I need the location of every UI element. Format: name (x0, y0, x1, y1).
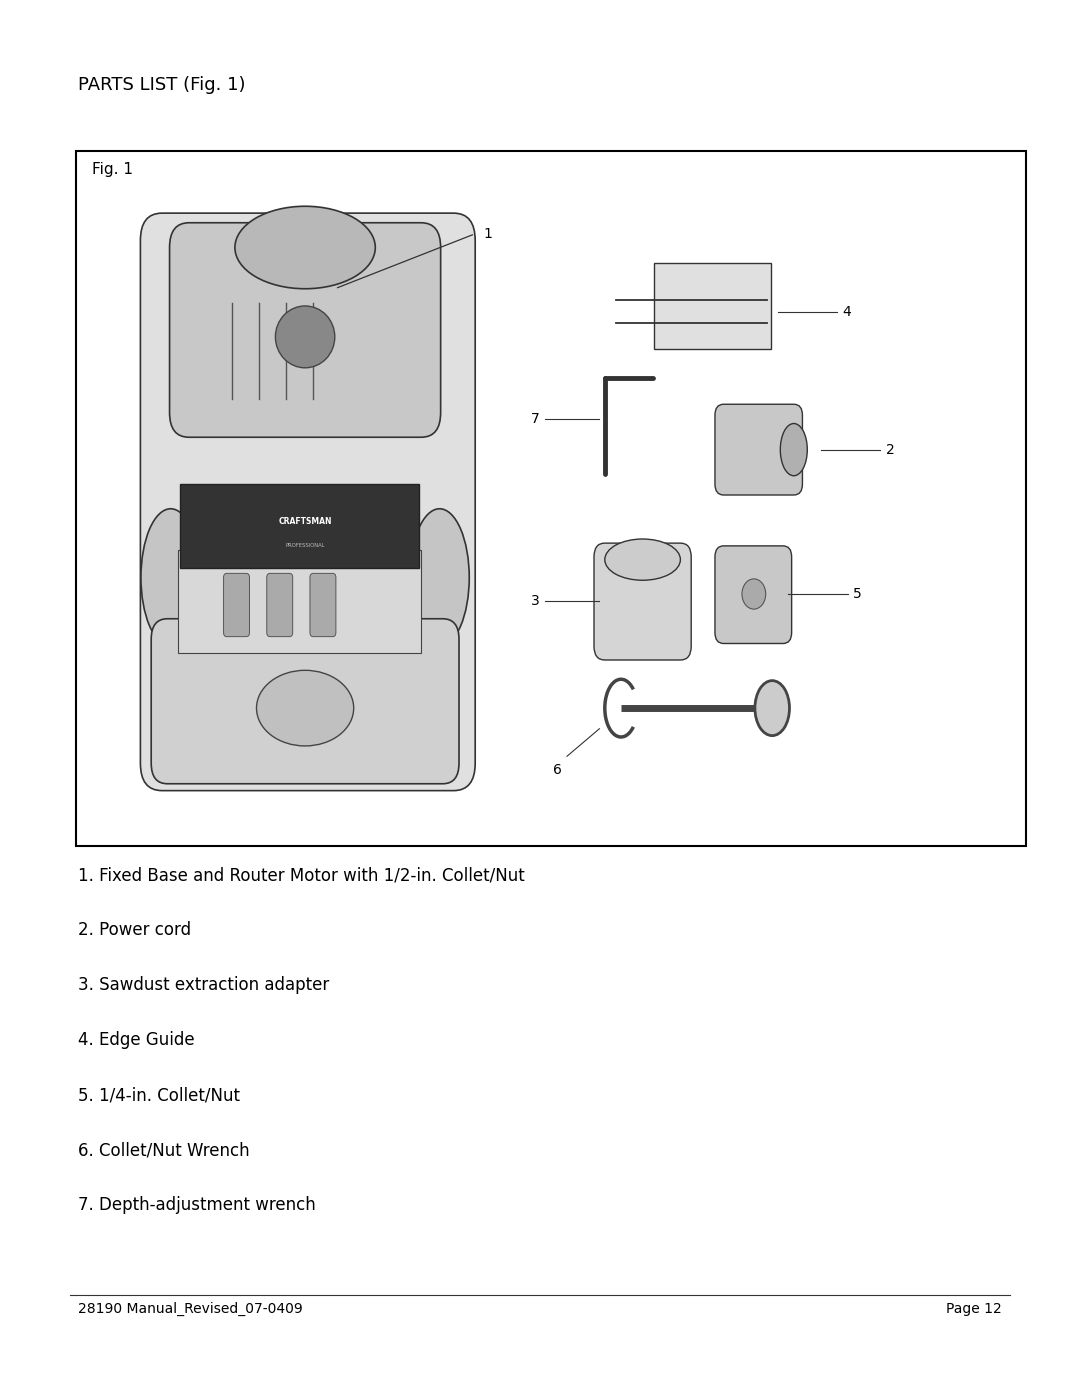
Text: 6: 6 (553, 763, 562, 777)
FancyBboxPatch shape (267, 573, 293, 637)
Ellipse shape (275, 307, 335, 368)
Text: PROFESSIONAL: PROFESSIONAL (285, 543, 325, 549)
Ellipse shape (256, 671, 354, 745)
Ellipse shape (742, 579, 766, 609)
Text: 3: 3 (531, 594, 540, 608)
FancyBboxPatch shape (310, 573, 336, 637)
Text: CRAFTSMAN: CRAFTSMAN (279, 517, 332, 525)
Ellipse shape (235, 206, 376, 289)
Text: 7: 7 (531, 412, 540, 426)
Text: Fig. 1: Fig. 1 (92, 162, 133, 177)
Text: 2. Power cord: 2. Power cord (78, 921, 191, 939)
FancyBboxPatch shape (151, 619, 459, 784)
Text: 5: 5 (853, 587, 862, 601)
Ellipse shape (605, 539, 680, 580)
Text: 2: 2 (886, 443, 894, 456)
FancyBboxPatch shape (715, 404, 802, 495)
Ellipse shape (410, 509, 470, 646)
Text: 1: 1 (484, 227, 492, 241)
Text: 6. Collet/Nut Wrench: 6. Collet/Nut Wrench (78, 1141, 249, 1159)
Text: 7. Depth-adjustment wrench: 7. Depth-adjustment wrench (78, 1196, 315, 1214)
Text: 4. Edge Guide: 4. Edge Guide (78, 1031, 194, 1049)
FancyBboxPatch shape (178, 550, 421, 653)
Ellipse shape (755, 681, 789, 736)
FancyBboxPatch shape (170, 223, 441, 437)
FancyBboxPatch shape (594, 543, 691, 660)
Text: PARTS LIST (Fig. 1): PARTS LIST (Fig. 1) (78, 76, 245, 94)
Text: 4: 4 (842, 305, 851, 319)
FancyBboxPatch shape (180, 484, 419, 568)
FancyBboxPatch shape (654, 263, 771, 349)
Ellipse shape (780, 424, 807, 476)
Text: 28190 Manual_Revised_07-0409: 28190 Manual_Revised_07-0409 (78, 1302, 302, 1316)
Text: 3. Sawdust extraction adapter: 3. Sawdust extraction adapter (78, 976, 329, 994)
Text: Page 12: Page 12 (946, 1302, 1002, 1316)
Text: 1. Fixed Base and Router Motor with 1/2-in. Collet/Nut: 1. Fixed Base and Router Motor with 1/2-… (78, 866, 525, 884)
FancyBboxPatch shape (224, 573, 249, 637)
FancyBboxPatch shape (140, 213, 475, 791)
Bar (76, 151, 1026, 846)
Ellipse shape (141, 509, 201, 646)
Text: 5. 1/4-in. Collet/Nut: 5. 1/4-in. Collet/Nut (78, 1086, 240, 1104)
FancyBboxPatch shape (715, 546, 792, 644)
